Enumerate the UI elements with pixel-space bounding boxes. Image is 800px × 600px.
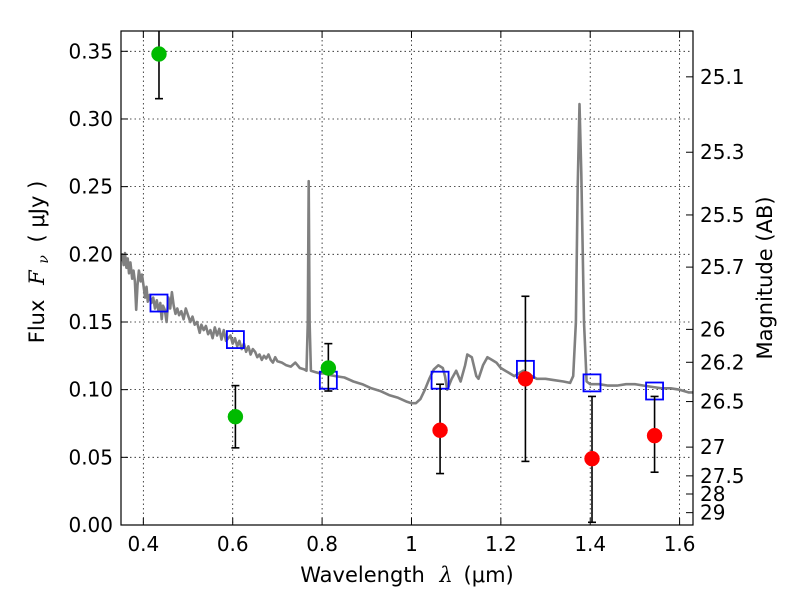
y2-tick-label: 26.5 [700, 390, 745, 414]
y2-tick-label: 25.7 [700, 255, 745, 279]
y2-tick-label: 25.3 [700, 140, 745, 164]
x-tick-label: 1.2 [485, 532, 517, 556]
y2-axis-label: Magnitude (AB) [753, 196, 777, 359]
y-tick-label: 0.20 [68, 242, 113, 266]
model-square [149, 293, 169, 313]
model-square [582, 373, 602, 393]
detection-point [151, 46, 167, 62]
y-axis-label-symbol: F [25, 269, 49, 286]
x-axis-label-symbol: λ [439, 563, 453, 587]
x-axis-label-unit: (μm) [464, 563, 514, 587]
plot-frame [120, 30, 694, 526]
y-axis-label: Flux F ν ( μJy ) [25, 181, 53, 344]
y-tick-label: 0.00 [68, 513, 113, 537]
y2-tick-label: 27 [700, 435, 725, 459]
marker-layer [149, 31, 664, 524]
x-tick-label: 1.4 [574, 532, 606, 556]
x-axis-label: Wavelength λ (μm) [300, 563, 513, 587]
axes: 0.4 0.6 0.8 1 1.2 1.4 1.6 0.00 0.05 0.10 0.15 0.20 0… [68, 31, 745, 556]
y-tick-label: 0.10 [68, 378, 113, 402]
y2-tick-label: 27.5 [700, 464, 745, 488]
y2-tick-label: 25.5 [700, 203, 745, 227]
x-tick-label: 1.6 [664, 532, 696, 556]
y-tick-label: 0.35 [68, 39, 113, 63]
y2-tick-label: 29 [700, 501, 725, 525]
low-significance-point [432, 422, 448, 439]
y2-tick-label: 28 [700, 482, 725, 506]
x-tick-label: 0.4 [127, 532, 159, 556]
y2-tick-label: 26.2 [700, 350, 745, 374]
plot-background [121, 31, 693, 525]
x-tick-label: 0.6 [217, 532, 249, 556]
y-tick-label: 0.05 [68, 445, 113, 469]
detection-point [227, 408, 244, 425]
y-axis-label-subscript: ν [36, 255, 52, 264]
low-significance-point [584, 450, 600, 467]
detection-point [320, 360, 337, 376]
y-tick-label: 0.25 [68, 175, 113, 199]
low-significance-point [646, 427, 663, 444]
y-axis-label-text: Flux [25, 300, 49, 344]
y2-tick-label: 25.1 [700, 65, 745, 89]
y2-tick-label: 26 [700, 317, 725, 341]
x-tick-label: 1 [405, 532, 418, 556]
y-tick-label: 0.30 [68, 107, 113, 131]
y-tick-label: 0.15 [68, 310, 113, 334]
model-square [225, 330, 245, 349]
y-axis-label-unit: ( μJy ) [25, 181, 49, 243]
x-tick-label: 0.8 [306, 532, 338, 556]
x-axis-label-text: Wavelength [300, 563, 425, 587]
low-significance-point [517, 371, 534, 387]
